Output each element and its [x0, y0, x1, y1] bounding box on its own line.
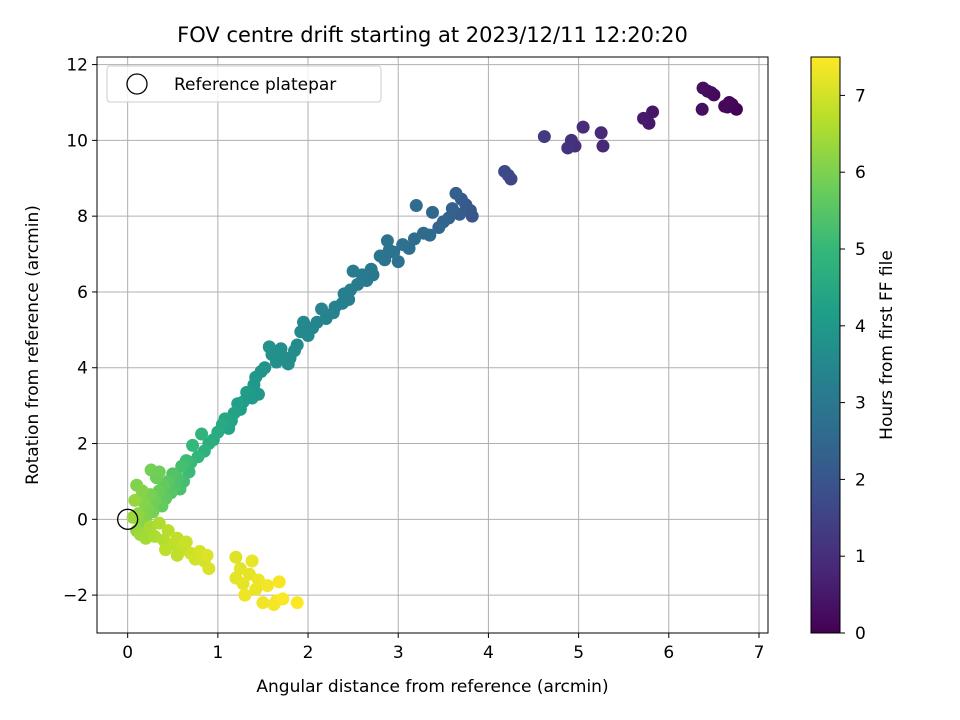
y-tick-label: 12: [66, 56, 88, 76]
scatter-point: [236, 577, 250, 591]
scatter-point: [202, 562, 216, 576]
scatter-point: [373, 249, 387, 263]
colorbar-tick-label: 2: [855, 470, 866, 490]
scatter-point: [276, 592, 290, 606]
scatter-point: [561, 141, 575, 155]
scatter-point: [498, 164, 512, 178]
scatter-point: [718, 99, 732, 113]
x-axis-label: Angular distance from reference (arcmin): [256, 677, 608, 697]
legend-box: [106, 65, 382, 103]
scatter-point: [200, 548, 214, 562]
scatter-point: [432, 221, 446, 235]
scatter-point: [186, 438, 200, 452]
scatter-point: [380, 234, 394, 248]
scatter-point: [272, 575, 286, 589]
y-tick-label: 10: [66, 131, 88, 151]
scatter-point: [346, 264, 360, 278]
scatter-point: [596, 139, 610, 153]
y-tick-label: 6: [77, 283, 88, 303]
scatter-point: [576, 120, 590, 134]
scatter-point: [260, 579, 274, 593]
colorbar-tick-label: 5: [855, 240, 866, 260]
scatter-point: [315, 302, 329, 316]
scatter-point: [229, 550, 243, 564]
scatter-point: [637, 111, 651, 125]
scatter-point: [128, 493, 142, 507]
y-tick-label: 4: [77, 359, 88, 379]
scatter-point: [161, 524, 175, 538]
y-tick-label: 0: [77, 510, 88, 530]
reference-platepar-marker: [117, 508, 139, 530]
scatter-point: [407, 232, 421, 246]
scatter-point: [290, 596, 304, 610]
colorbar-frame: [810, 56, 841, 634]
legend-open-circle-marker: [126, 73, 148, 95]
legend: Reference platepar: [106, 65, 382, 103]
colorbar-tick-label: 3: [855, 394, 866, 414]
colorbar-tick-label: 7: [855, 86, 866, 106]
scatter-point: [396, 238, 410, 252]
colorbar: [811, 57, 840, 633]
y-axis-ticks: −2 0 2 4 6 8 10 12: [63, 56, 97, 606]
chart-title: FOV centre drift starting at 2023/12/11 …: [177, 23, 688, 47]
colorbar-ticks: 0 1 2 3 4 5 6 7: [840, 86, 866, 644]
x-tick-label: 3: [393, 643, 404, 663]
x-tick-label: 7: [754, 643, 765, 663]
scatter-point: [537, 130, 551, 144]
scatter-point: [449, 186, 463, 200]
y-tick-label: −2: [63, 586, 88, 606]
x-tick-label: 4: [483, 643, 494, 663]
x-tick-label: 1: [212, 643, 223, 663]
x-tick-label: 2: [303, 643, 314, 663]
scatter-points: [117, 81, 743, 612]
scatter-point: [179, 535, 193, 549]
colorbar-label: Hours from first FF file: [877, 250, 897, 440]
x-tick-label: 5: [573, 643, 584, 663]
x-tick-label: 6: [663, 643, 674, 663]
scatter-point: [152, 465, 166, 479]
scatter-point: [195, 427, 209, 441]
scatter-point: [238, 588, 252, 602]
y-tick-label: 8: [77, 207, 88, 227]
scatter-point: [262, 340, 276, 354]
scatter-point: [135, 484, 149, 498]
scatter-point: [409, 199, 423, 213]
scatter-point: [594, 126, 608, 140]
colorbar-tick-label: 1: [855, 547, 866, 567]
scatter-point: [170, 548, 184, 562]
scatter-point: [294, 325, 308, 339]
colorbar-tick-label: 0: [855, 624, 866, 644]
scatter-point: [175, 459, 189, 473]
x-tick-label: 0: [122, 643, 133, 663]
colorbar-tick-label: 4: [855, 317, 866, 337]
scatter-point: [152, 516, 166, 530]
scatter-point: [695, 102, 709, 116]
scatter-point: [159, 543, 173, 557]
y-tick-label: 2: [77, 435, 88, 455]
scatter-point: [245, 554, 259, 568]
scatter-point: [646, 105, 660, 119]
scatter-point: [696, 81, 710, 95]
y-axis-label: Rotation from reference (arcmin): [23, 205, 43, 485]
scatter-point: [256, 596, 270, 610]
colorbar-tick-label: 6: [855, 163, 866, 183]
x-axis-ticks: 0 1 2 3 4 5 6 7: [122, 633, 764, 663]
legend-label: Reference platepar: [174, 75, 336, 95]
scatter-point: [426, 205, 439, 219]
plot-area: [96, 56, 769, 634]
